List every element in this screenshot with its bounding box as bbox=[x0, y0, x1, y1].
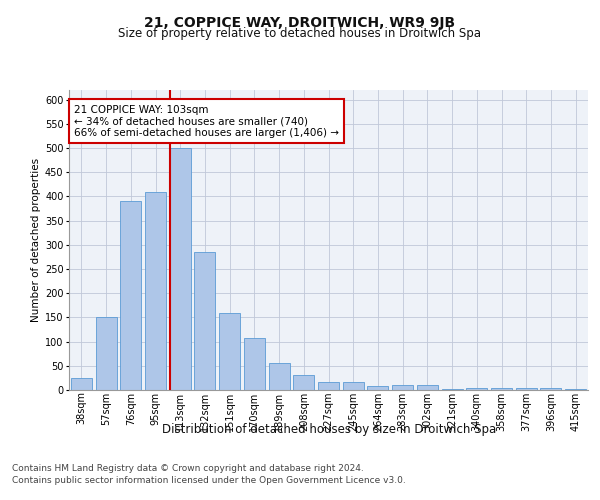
Bar bbox=[516, 388, 537, 390]
Bar bbox=[343, 382, 364, 390]
Bar bbox=[293, 376, 314, 390]
Bar bbox=[120, 202, 141, 390]
Bar bbox=[269, 364, 290, 390]
Text: Size of property relative to detached houses in Droitwich Spa: Size of property relative to detached ho… bbox=[119, 28, 482, 40]
Text: 21, COPPICE WAY, DROITWICH, WR9 9JB: 21, COPPICE WAY, DROITWICH, WR9 9JB bbox=[145, 16, 455, 30]
Y-axis label: Number of detached properties: Number of detached properties bbox=[31, 158, 41, 322]
Bar bbox=[491, 388, 512, 390]
Text: Contains HM Land Registry data © Crown copyright and database right 2024.: Contains HM Land Registry data © Crown c… bbox=[12, 464, 364, 473]
Bar bbox=[219, 312, 240, 390]
Bar bbox=[244, 338, 265, 390]
Bar bbox=[417, 385, 438, 390]
Bar bbox=[318, 382, 339, 390]
Bar bbox=[170, 148, 191, 390]
Bar bbox=[392, 385, 413, 390]
Text: 21 COPPICE WAY: 103sqm
← 34% of detached houses are smaller (740)
66% of semi-de: 21 COPPICE WAY: 103sqm ← 34% of detached… bbox=[74, 104, 339, 138]
Bar bbox=[145, 192, 166, 390]
Text: Contains public sector information licensed under the Open Government Licence v3: Contains public sector information licen… bbox=[12, 476, 406, 485]
Bar bbox=[541, 388, 562, 390]
Bar bbox=[466, 388, 487, 390]
Bar bbox=[194, 252, 215, 390]
Bar bbox=[442, 389, 463, 390]
Bar bbox=[71, 378, 92, 390]
Bar bbox=[367, 386, 388, 390]
Bar bbox=[95, 318, 116, 390]
Bar bbox=[565, 388, 586, 390]
Text: Distribution of detached houses by size in Droitwich Spa: Distribution of detached houses by size … bbox=[161, 422, 496, 436]
